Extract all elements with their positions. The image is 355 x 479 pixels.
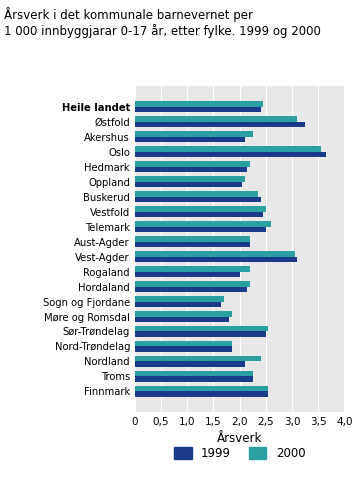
Bar [135,311,232,317]
Bar [135,191,258,197]
Bar [135,296,224,301]
Bar [135,212,263,217]
Bar [135,152,326,158]
Bar [135,221,271,227]
Bar [135,131,253,137]
Bar [135,206,266,212]
Bar [135,251,295,257]
Bar [135,137,245,142]
Bar [135,241,250,247]
X-axis label: Årsverk: Årsverk [217,433,262,445]
Text: Årsverk i det kommunale barnevernet per
1 000 innbyggjarar 0-17 år, etter fylke.: Årsverk i det kommunale barnevernet per … [4,7,321,38]
Legend: 1999, 2000: 1999, 2000 [169,442,310,465]
Bar [135,161,250,167]
Bar [135,257,297,262]
Bar [135,146,321,152]
Bar [135,116,297,122]
Bar [135,197,261,202]
Bar [135,236,250,241]
Bar [135,356,261,362]
Bar [135,182,242,187]
Bar [135,301,221,307]
Bar [135,286,247,292]
Bar [135,386,268,391]
Bar [135,101,263,107]
Bar [135,107,261,113]
Bar [135,167,247,172]
Bar [135,371,253,376]
Bar [135,362,245,367]
Bar [135,266,250,272]
Bar [135,391,268,397]
Bar [135,326,268,331]
Bar [135,331,266,337]
Bar [135,176,245,182]
Bar [135,376,253,382]
Bar [135,317,229,322]
Bar [135,281,250,286]
Bar [135,122,305,127]
Bar [135,272,240,277]
Bar [135,227,266,232]
Bar [135,346,232,352]
Bar [135,341,232,346]
